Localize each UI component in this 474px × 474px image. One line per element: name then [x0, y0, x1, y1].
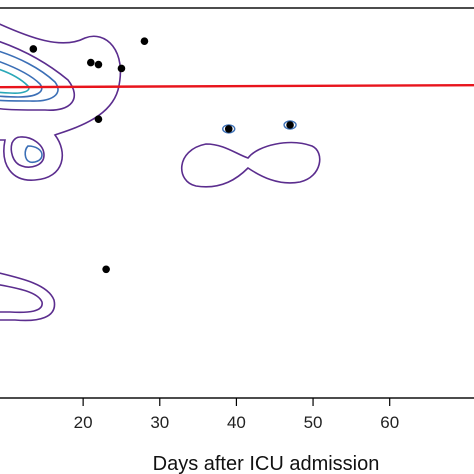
data-points [29, 37, 294, 274]
density-contour-5 [10, 136, 45, 168]
data-point-5 [94, 115, 103, 123]
data-point-2 [94, 60, 103, 69]
plot-border [0, 7, 474, 399]
data-point-1 [87, 58, 95, 67]
density-contour-0 [0, 23, 122, 181]
x-tick-label-50: 50 [304, 413, 323, 432]
data-point-8 [102, 265, 110, 274]
density-contour-6 [24, 145, 43, 164]
x-tick-label-40: 40 [227, 413, 246, 432]
reference-line [0, 83, 474, 89]
density-contour-1 [0, 40, 76, 111]
x-tick-label-20: 20 [74, 413, 93, 432]
density-contour-9 [0, 284, 43, 314]
data-point-6 [224, 125, 233, 133]
density-contour-3 [0, 60, 43, 98]
point-contour-ring-1 [283, 120, 297, 130]
density-contour-8 [0, 272, 56, 322]
x-tick-label-60: 60 [380, 413, 399, 432]
data-point-4 [140, 37, 149, 45]
x-tick-label-30: 30 [150, 413, 169, 432]
data-point-0 [29, 45, 38, 53]
x-axis: 20 30 40 50 60 [74, 398, 399, 432]
data-point-7 [286, 121, 294, 129]
density-contour-2 [0, 50, 59, 102]
plot-frame [0, 7, 474, 399]
point-contour-ring-0 [222, 124, 236, 134]
density-contours [0, 23, 321, 322]
x-axis-title: Days after ICU admission [153, 453, 380, 474]
density-contour-4 [0, 68, 30, 94]
reference-line-group [0, 83, 474, 89]
density-contour-7 [181, 141, 321, 188]
data-point-3 [117, 64, 126, 73]
